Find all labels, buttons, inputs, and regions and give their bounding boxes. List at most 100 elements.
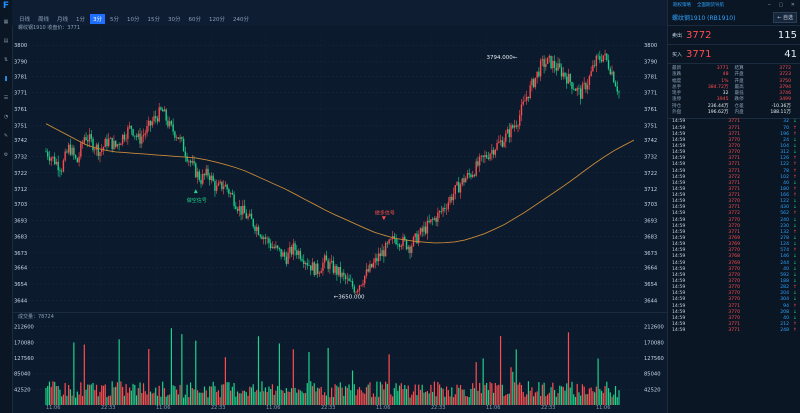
candle-body [118,144,120,146]
tick-direction-icon: ↑ [793,303,797,309]
volume-bar [289,391,291,405]
volume-bar [590,387,592,405]
tick-row[interactable]: 14:59 3770 304 ↓ [672,297,797,303]
tick-row[interactable]: 14:59 3771 70 ↑ [672,126,797,132]
stat-value: 3771 [716,66,729,71]
stat-row: 持仓 236.44万 仓差 -10.36万 [672,104,797,110]
window-controls[interactable]: ‒ ▢ ✕ [767,2,798,8]
tick-row[interactable]: 14:59 3770 188 ↓ [672,279,797,285]
tick-row[interactable]: 14:59 3768 146 ↓ [672,254,797,260]
tick-row[interactable]: 14:59 3771 180 ↑ [672,187,797,193]
tab-period[interactable]: 15分 [147,17,161,23]
tick-row[interactable]: 14:59 3770 40 ↓ [672,316,797,322]
left-menu-analysis-icon[interactable]: ◔ [1,109,11,125]
volume-chart[interactable]: 212600 212600 170080 170080 127560 127560 8504… [12,320,667,405]
stat-value: -10.36万 [771,103,791,109]
tick-row[interactable]: 14:59 3771 40 ↓ [672,181,797,187]
tick-row[interactable]: 14:59 3770 592 ↓ [672,273,797,279]
left-menu-tools-icon[interactable]: ✎ [1,128,11,144]
tick-row[interactable]: 14:59 3770 312 ↓ [672,150,797,156]
tick-price: 3770 [728,143,740,149]
tick-row[interactable]: 14:59 3771 248 ↑ [672,328,797,334]
contract-name[interactable]: 螺纹钢1910 (RB1910) [672,15,736,22]
buy-row[interactable]: 买入 3771 41 [668,45,800,64]
tick-row[interactable]: 14:59 3769 124 ↓ [672,242,797,248]
tick-price: 3769 [728,242,740,248]
tick-row[interactable]: 14:59 3770 240 ↓ [672,218,797,224]
volume-bar [149,391,152,405]
tick-row[interactable]: 14:59 3771 126 ↑ [672,156,797,162]
volume-bar [336,385,338,405]
tab-period[interactable]: 1分 [76,17,86,23]
tick-row[interactable]: 14:59 3769 244 ↓ [672,261,797,267]
tab-period[interactable]: 240分 [233,17,250,23]
tick-row[interactable]: 14:59 3771 94 ↑ [672,304,797,310]
tab-period[interactable]: 3分 [90,14,106,24]
tick-row[interactable]: 14:59 3770 204 ↓ [672,291,797,297]
volume-bar [534,392,536,405]
tick-row[interactable]: 14:59 3771 196 ↑ [672,132,797,138]
tab-period[interactable]: 10分 [127,17,140,23]
volume-bar [425,391,427,405]
volume-bar [177,394,179,405]
tick-direction-icon: ↑ [793,174,797,180]
left-menu-kline-icon[interactable]: ❚ [1,71,11,87]
price-chart-svg[interactable]: 3800 3800 3790 3790 3781 3781 3771 3771 3761 3761… [12,32,667,312]
link-options[interactable]: 期权策略 [673,3,691,8]
tick-row[interactable]: 14:59 3770 230 ↓ [672,224,797,230]
tick-row[interactable]: 14:59 3771 122 ↑ [672,162,797,168]
stat-key: 涨跌 [672,72,682,78]
tick-row[interactable]: 14:59 3771 78 ↑ [672,169,797,175]
candle-body [80,143,82,157]
tab-period[interactable]: 60分 [188,17,202,23]
tab-period[interactable]: 5分 [110,17,120,23]
tab-period[interactable]: 月线 [57,17,69,23]
candle-body [107,138,110,147]
tick-volume: 146 [780,254,789,260]
candle-body [250,213,253,220]
tick-row[interactable]: 14:59 3771 132 ↑ [672,230,797,236]
tick-row[interactable]: 14:59 3769 278 ↓ [672,236,797,242]
volume-chart-svg[interactable]: 212600 212600 170080 170080 127560 127560 8504… [12,320,667,405]
tab-period[interactable]: 周线 [38,17,50,23]
volume-bar [254,391,256,405]
link-futures-nav[interactable]: 全面期货导航 [697,3,724,8]
tick-row[interactable]: 14:59 3771 166 ↑ [672,193,797,199]
trade-icon: ⇅ [3,57,9,63]
tab-period[interactable]: 120分 [209,17,226,23]
tick-row[interactable]: 14:59 3770 282 ↑ [672,285,797,291]
tick-row[interactable]: 14:59 3771 430 ↓ [672,205,797,211]
tick-row[interactable]: 14:59 3772 562 ↑ [672,211,797,217]
tab-period[interactable]: 30分 [168,17,181,23]
volume-bar [217,390,220,405]
tick-list[interactable]: 14:59 3771 32 ↓ 14:59 3771 70 ↑ 14:59 3771 196 ↑ 14:… [668,119,800,334]
candle-body [229,193,232,194]
candle-body [235,206,237,209]
tick-row[interactable]: 14:59 3770 122 ↓ [672,199,797,205]
tick-row[interactable]: 14:59 3770 574 ↑ [672,248,797,254]
candle-body [546,57,549,64]
candle-body [48,156,51,161]
left-menu-news-icon[interactable]: ☰ [1,90,11,106]
volume-bar [571,381,573,405]
tick-row[interactable]: 14:59 3771 32 ↓ [672,119,797,125]
watchlist-button[interactable]: ← 自选 [773,12,797,23]
tick-row[interactable]: 14:59 3770 208 ↓ [672,310,797,316]
candle-body [444,207,446,209]
candle-body [573,88,575,90]
tab-period[interactable]: 日线 [19,17,31,23]
tick-row[interactable]: 14:59 3770 24 ↓ [672,138,797,144]
tick-row[interactable]: 14:59 3770 104 ↓ [672,144,797,150]
time-tick-label: 22:33 [321,405,336,411]
tick-row[interactable]: 14:59 3772 102 ↑ [672,175,797,181]
tick-row[interactable]: 14:59 3771 212 ↑ [672,322,797,328]
left-menu-grid-icon[interactable]: ▦ [1,14,11,30]
sell-row[interactable]: 卖出 3772 115 [668,26,800,45]
tick-time: 14:59 [672,211,686,217]
price-chart[interactable]: 3800 3800 3790 3790 3781 3781 3771 3771 3761 3761… [12,32,667,312]
left-menu-trade-icon[interactable]: ⇅ [1,52,11,68]
volume-bar [552,382,554,405]
left-menu-chart-icon[interactable]: ▤ [1,33,11,49]
left-menu-settings-icon[interactable]: ⚙ [1,147,11,163]
tick-row[interactable]: 14:59 3770 40 ↓ [672,267,797,273]
